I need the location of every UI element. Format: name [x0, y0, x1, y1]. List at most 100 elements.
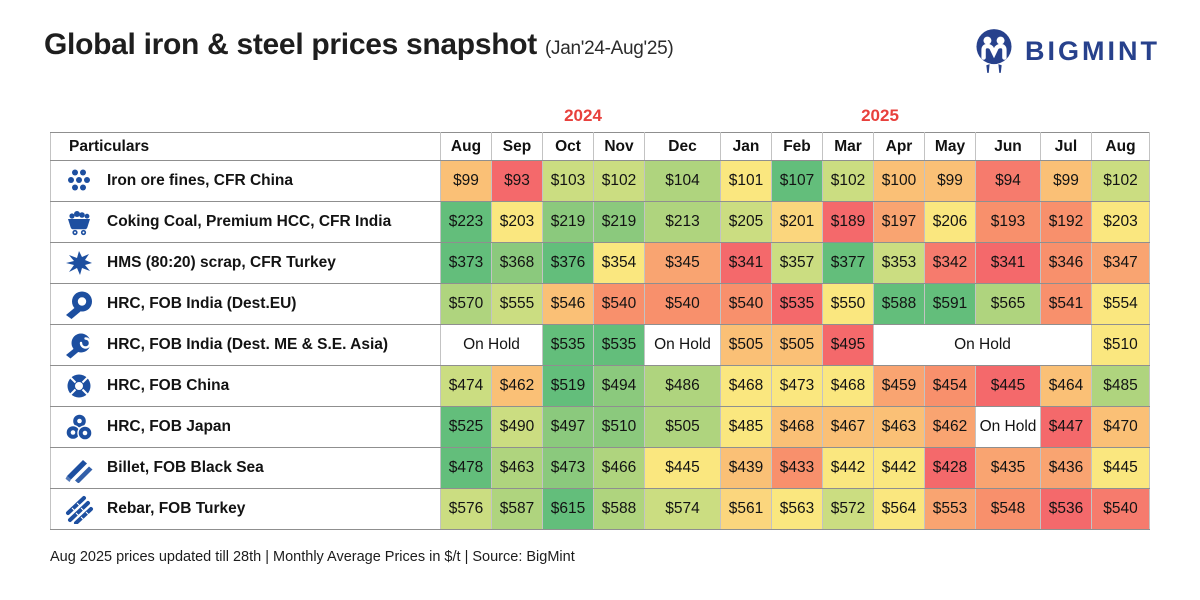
price-cell: $203	[491, 201, 543, 243]
price-cell: $205	[720, 201, 772, 243]
price-cell: $99	[1040, 160, 1092, 202]
price-cell: $445	[644, 447, 721, 489]
price-cell: $347	[1091, 242, 1150, 284]
month-header-11-jun: Jun	[975, 132, 1041, 161]
price-cell: $535	[542, 324, 594, 366]
price-cell: $536	[1040, 488, 1092, 530]
price-cell: $535	[771, 283, 823, 325]
price-cell: $473	[771, 365, 823, 407]
price-cell: $554	[1091, 283, 1150, 325]
price-cell: $490	[491, 406, 543, 448]
year-label-2025: 2025	[861, 106, 899, 125]
price-cell: $94	[975, 160, 1041, 202]
price-cell: $436	[1040, 447, 1092, 489]
month-header-5-dec: Dec	[644, 132, 721, 161]
price-cell: $445	[1091, 447, 1150, 489]
table-row: HRC, FOB India (Dest.EU) $570 $555 $546 $540…	[50, 283, 1150, 325]
commodity-name: HRC, FOB China	[107, 377, 230, 394]
price-cell: $192	[1040, 201, 1092, 243]
price-cell: $428	[924, 447, 976, 489]
price-cell: $439	[720, 447, 772, 489]
price-cell: $467	[822, 406, 874, 448]
month-header-2-sep: Sep	[491, 132, 543, 161]
price-cell: $468	[822, 365, 874, 407]
price-cell: $574	[644, 488, 721, 530]
price-cell: $466	[593, 447, 645, 489]
row-label: Billet, FOB Black Sea	[50, 447, 441, 489]
price-cell: $445	[975, 365, 1041, 407]
row-label: HRC, FOB India (Dest. ME & S.E. Asia)	[50, 324, 441, 366]
column-header-particulars: Particulars	[50, 132, 441, 161]
price-cell: $485	[1091, 365, 1150, 407]
price-cell: $435	[975, 447, 1041, 489]
price-cell: $468	[720, 365, 772, 407]
price-cell: $550	[822, 283, 874, 325]
commodity-name: HRC, FOB India (Dest. ME & S.E. Asia)	[107, 336, 389, 353]
price-cell: $553	[924, 488, 976, 530]
price-cell: $99	[440, 160, 492, 202]
month-header-6-jan: Jan	[720, 132, 772, 161]
hrc-coil-swirl-icon	[63, 330, 95, 360]
price-cell: $463	[491, 447, 543, 489]
price-cell: $546	[542, 283, 594, 325]
hrc-coil-top-icon	[63, 371, 95, 401]
month-header-9-apr: Apr	[873, 132, 925, 161]
table-row: HRC, FOB China $474 $462 $519 $494 $486 $468 $4…	[50, 365, 1150, 407]
price-cell: $100	[873, 160, 925, 202]
price-cell: $464	[1040, 365, 1092, 407]
table-row: Coking Coal, Premium HCC, CFR India $223 $…	[50, 201, 1150, 243]
price-cell: $510	[593, 406, 645, 448]
price-cell: $525	[440, 406, 492, 448]
price-cell: $478	[440, 447, 492, 489]
year-label-2024: 2024	[564, 106, 602, 125]
month-header-10-may: May	[924, 132, 976, 161]
price-cell: $101	[720, 160, 772, 202]
price-table: Particulars Aug Sep Oct Nov Dec Jan Feb Mar Apr Ma…	[50, 132, 1150, 530]
price-cell: $346	[1040, 242, 1092, 284]
price-cell: $563	[771, 488, 823, 530]
price-cell: $591	[924, 283, 976, 325]
price-cell: $494	[593, 365, 645, 407]
price-cell: $564	[873, 488, 925, 530]
commodity-name: Billet, FOB Black Sea	[107, 459, 264, 476]
table-row: HRC, FOB Japan $525 $490 $497 $510 $505 $485 $4…	[50, 406, 1150, 448]
price-cell: $459	[873, 365, 925, 407]
price-cell: $219	[593, 201, 645, 243]
price-cell: $203	[1091, 201, 1150, 243]
row-label: Coking Coal, Premium HCC, CFR India	[50, 201, 441, 243]
price-cell: $353	[873, 242, 925, 284]
price-cell: $354	[593, 242, 645, 284]
price-cell: $433	[771, 447, 823, 489]
price-cell: $565	[975, 283, 1041, 325]
month-header-1-aug: Aug	[440, 132, 492, 161]
price-cell: $588	[873, 283, 925, 325]
price-cell: $570	[440, 283, 492, 325]
month-header-8-mar: Mar	[822, 132, 874, 161]
price-cell: $102	[1091, 160, 1150, 202]
price-cell: $201	[771, 201, 823, 243]
price-cell: $345	[644, 242, 721, 284]
price-cell: $541	[1040, 283, 1092, 325]
table-row: HMS (80:20) scrap, CFR Turkey $373 $368 $37…	[50, 242, 1150, 284]
price-cell: $540	[644, 283, 721, 325]
commodity-name: HMS (80:20) scrap, CFR Turkey	[107, 254, 336, 271]
price-cell: $548	[975, 488, 1041, 530]
price-cell: $474	[440, 365, 492, 407]
commodity-name: Rebar, FOB Turkey	[107, 500, 246, 517]
row-label: HRC, FOB India (Dest.EU)	[50, 283, 441, 325]
on-hold-cell: On Hold	[440, 324, 543, 366]
month-header-4-nov: Nov	[593, 132, 645, 161]
price-cell: $485	[720, 406, 772, 448]
on-hold-cell: On Hold	[873, 324, 1092, 366]
title-date-range: (Jan'24-Aug'25)	[545, 38, 674, 59]
price-cell: $376	[542, 242, 594, 284]
title-text: Global iron & steel prices snapshot	[44, 28, 537, 61]
commodity-name: HRC, FOB India (Dest.EU)	[107, 295, 297, 312]
hrc-coils-stack-icon	[63, 412, 95, 442]
price-cell: $572	[822, 488, 874, 530]
hrc-coil-icon	[63, 289, 95, 319]
rebar-rods-icon	[63, 494, 95, 524]
price-cell: $454	[924, 365, 976, 407]
price-cell: $197	[873, 201, 925, 243]
